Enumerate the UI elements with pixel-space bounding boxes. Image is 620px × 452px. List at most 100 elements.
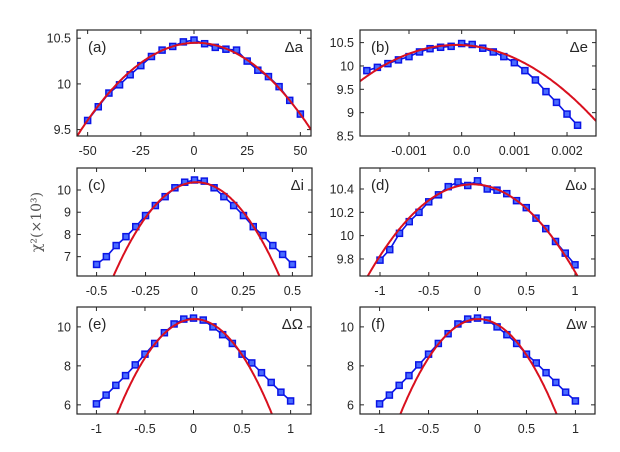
data-point-marker [121,371,130,380]
x-tick-label: 0.002 [551,144,582,158]
x-tick-label: 50 [293,144,307,158]
data-series-line [366,42,579,126]
y-tick-label: 10.4 [330,182,354,196]
data-point-marker [542,368,550,377]
y-tick-label: 6 [64,398,71,412]
y-tick-label: 10.2 [330,206,354,220]
x-tick-label: -0.5 [134,422,156,436]
x-tick-label: 0 [474,284,481,298]
panel-label: (c) [88,177,106,194]
parameter-label: ΔΩ [282,316,303,333]
data-point-marker [573,121,582,130]
subplot-c: -0.5 -0.25 0 0.25 0.5 7 8 9 10 (c) Δi [57,167,313,298]
axes-box [76,29,312,137]
data-point-marker [363,66,371,75]
x-tick-label: 0 [191,284,198,298]
subplot-a: -50 -25 0 25 50 9.5 10 10.5 (a) Δa [47,29,312,158]
x-tick-label: -1 [374,422,385,436]
y-tick-label: 8 [64,359,71,373]
data-point-marker [563,110,571,118]
data-point-marker [385,391,394,399]
panel-label: (b) [371,39,389,56]
axes-box [76,306,312,415]
data-point-marker [179,38,188,46]
data-point-marker [571,397,580,405]
y-tick-label: 9 [347,106,354,120]
data-point-marker [385,245,394,254]
axes-box [359,306,596,415]
x-tick-label: -0.5 [418,422,440,436]
y-tick-label: 8.5 [337,130,354,144]
x-tick-label: 1 [572,284,579,298]
x-tick-label: 0.25 [231,284,255,298]
x-tick-label: -50 [79,144,97,158]
data-point-marker [468,40,476,49]
data-point-marker [405,371,413,380]
x-tick-label: -1 [91,422,102,436]
y-tick-label: 9.8 [337,252,354,266]
y-tick-label: 10 [57,77,71,91]
x-tick-label: 1 [572,422,579,436]
fit-curve [399,318,558,414]
parameter-label: Δω [565,177,587,194]
data-point-marker [102,391,110,399]
x-tick-label: 0.5 [518,422,535,436]
data-point-marker [561,388,570,396]
fit-curve [77,41,311,136]
parameter-label: Δe [570,39,588,56]
y-axis-label: χ²(×10³) [29,192,45,252]
data-point-marker [395,381,403,390]
data-point-marker [447,42,455,51]
subplot-e: -1 -0.5 0 0.5 1 6 8 10 (e) ΔΩ [57,306,312,436]
x-tick-label: 0.5 [284,284,301,298]
data-point-marker [112,241,120,250]
y-tick-label: 9 [64,206,71,220]
y-tick-label: 7 [64,250,71,264]
x-tick-label: 0.5 [233,422,250,436]
fit-curve [366,183,579,276]
data-point-marker [102,252,111,261]
data-point-marker [510,58,519,67]
panel-label: (d) [371,177,389,194]
data-point-marker [375,400,384,408]
y-tick-label: 8 [347,359,354,373]
data-point-marker [542,87,550,96]
data-point-marker [278,250,287,259]
y-tick-label: 9.5 [337,83,354,97]
x-tick-label: 1 [287,422,294,436]
fit-curve [112,181,281,276]
data-point-marker [473,177,482,185]
x-tick-label: 0 [191,144,198,158]
data-point-marker [92,260,101,269]
panel-label: (f) [371,316,385,333]
data-point-marker [457,39,466,48]
x-tick-label: -0.5 [418,284,440,298]
data-point-marker [131,361,140,369]
parameter-label: Δi [291,177,304,194]
data-point-marker [112,381,120,390]
x-tick-label: 0.001 [499,144,530,158]
fit-curve [360,43,596,122]
data-point-marker [286,397,295,405]
parameter-label: Δw [566,316,587,333]
y-tick-label: 8 [64,228,71,242]
axes-box [76,167,313,277]
x-tick-label: -25 [132,144,150,158]
axes-box [359,167,596,277]
y-tick-label: 10 [340,320,354,334]
data-point-marker [180,178,189,186]
panel-label: (e) [88,316,106,333]
data-point-marker [532,359,540,367]
data-point-marker [269,241,277,250]
data-point-marker [454,178,462,186]
y-tick-label: 10.5 [47,32,71,46]
y-tick-label: 10.5 [330,36,354,50]
x-tick-label: 0.5 [518,284,535,298]
data-point-marker [552,378,560,387]
data-point-marker [267,378,275,387]
data-point-marker [531,76,540,84]
y-tick-label: 6 [347,398,354,412]
subplot-f: -1 -0.5 0 0.5 1 6 8 10 (f) Δw [340,306,596,436]
data-point-marker [277,388,285,396]
panel-label: (a) [88,39,106,56]
